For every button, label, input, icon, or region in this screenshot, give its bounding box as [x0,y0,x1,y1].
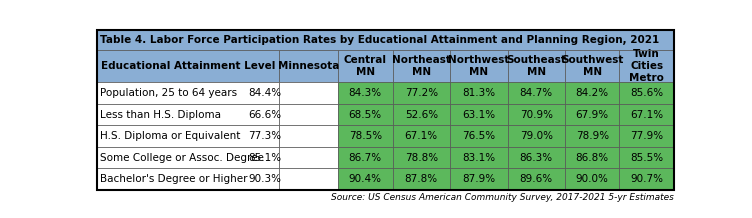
Text: 85.6%: 85.6% [630,88,663,98]
Text: 77.3%: 77.3% [249,131,282,141]
Text: 90.4%: 90.4% [349,174,382,184]
Bar [565,125,620,147]
Text: 70.9%: 70.9% [520,110,553,120]
Text: 77.2%: 77.2% [405,88,438,98]
Text: Educational Attainment Level: Educational Attainment Level [101,61,275,71]
Bar [620,50,674,82]
Bar [565,50,620,82]
Bar [279,147,338,168]
Bar [393,168,450,190]
Text: 81.3%: 81.3% [462,88,496,98]
Text: 68.5%: 68.5% [349,110,382,120]
Bar [565,147,620,168]
Text: 78.8%: 78.8% [405,153,438,163]
Text: 86.3%: 86.3% [520,153,553,163]
Text: 78.5%: 78.5% [349,131,382,141]
Text: 84.2%: 84.2% [576,88,609,98]
Text: 78.9%: 78.9% [576,131,609,141]
Bar [393,104,450,125]
Text: Southeast
MN: Southeast MN [506,55,566,77]
Text: Table 4. Labor Force Participation Rates by Educational Attainment and Planning : Table 4. Labor Force Participation Rates… [100,35,659,45]
Bar [450,147,508,168]
Text: 84.4%: 84.4% [249,88,282,98]
Bar [620,104,674,125]
Text: 86.7%: 86.7% [349,153,382,163]
Text: Some College or Assoc. Degree: Some College or Assoc. Degree [100,153,264,163]
Text: 67.1%: 67.1% [405,131,438,141]
Bar [620,168,674,190]
Bar [565,82,620,104]
Text: 63.1%: 63.1% [462,110,496,120]
Bar [508,82,565,104]
Text: 67.1%: 67.1% [630,110,663,120]
Text: 83.1%: 83.1% [462,153,496,163]
Bar [97,147,279,168]
Text: 66.6%: 66.6% [249,110,282,120]
Bar [393,147,450,168]
Bar [565,168,620,190]
Bar [338,168,393,190]
Text: Central
MN: Central MN [344,55,387,77]
Text: Minnesota: Minnesota [278,61,339,71]
Bar [338,50,393,82]
Bar [450,50,508,82]
Text: H.S. Diploma or Equivalent: H.S. Diploma or Equivalent [100,131,240,141]
Text: 89.6%: 89.6% [520,174,553,184]
Bar [279,104,338,125]
Text: Northeast
MN: Northeast MN [392,55,450,77]
Text: Source: US Census American Community Survey, 2017-2021 5-yr Estimates: Source: US Census American Community Sur… [331,193,674,202]
Bar [450,168,508,190]
Text: 85.1%: 85.1% [249,153,282,163]
Bar [97,50,279,82]
Bar [450,104,508,125]
Text: Northwest
MN: Northwest MN [448,55,509,77]
Text: 76.5%: 76.5% [462,131,496,141]
Text: 52.6%: 52.6% [405,110,438,120]
Text: 86.8%: 86.8% [576,153,609,163]
Bar [450,82,508,104]
Bar [508,168,565,190]
Text: 84.7%: 84.7% [520,88,553,98]
Bar [450,125,508,147]
Bar [338,82,393,104]
Bar [620,147,674,168]
Bar [508,104,565,125]
Bar [508,147,565,168]
Bar [97,104,279,125]
Bar [393,82,450,104]
Bar [565,104,620,125]
Text: 79.0%: 79.0% [520,131,553,141]
Bar [338,104,393,125]
Text: 67.9%: 67.9% [576,110,609,120]
Bar [97,30,674,50]
Text: 90.7%: 90.7% [630,174,663,184]
Text: 87.8%: 87.8% [405,174,438,184]
Bar [279,168,338,190]
Bar [620,82,674,104]
Bar [620,125,674,147]
Text: 87.9%: 87.9% [462,174,496,184]
Text: 90.0%: 90.0% [576,174,608,184]
Bar [279,125,338,147]
Text: 77.9%: 77.9% [630,131,663,141]
Text: 85.5%: 85.5% [630,153,663,163]
Bar [97,82,279,104]
Text: Bachelor's Degree or Higher: Bachelor's Degree or Higher [100,174,247,184]
Text: Less than H.S. Diploma: Less than H.S. Diploma [100,110,221,120]
Text: Southwest
MN: Southwest MN [561,55,623,77]
Bar [338,147,393,168]
Bar [279,50,338,82]
Text: 90.3%: 90.3% [249,174,282,184]
Bar [393,50,450,82]
Bar [508,50,565,82]
Bar [338,125,393,147]
Bar [97,125,279,147]
Text: Population, 25 to 64 years: Population, 25 to 64 years [100,88,237,98]
Text: 84.3%: 84.3% [349,88,382,98]
Bar [97,168,279,190]
Bar [393,125,450,147]
Text: Twin
Cities
Metro: Twin Cities Metro [629,49,664,83]
Bar [508,125,565,147]
Bar [279,82,338,104]
